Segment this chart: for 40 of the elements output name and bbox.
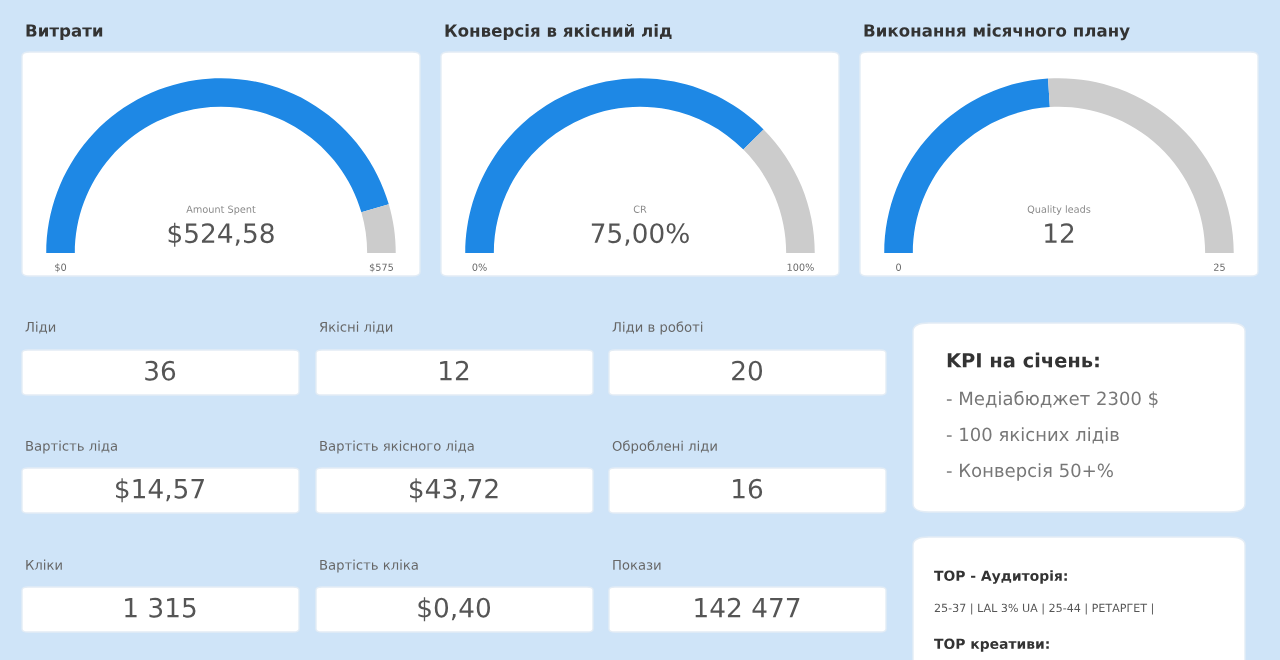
text: Вартість якісного ліда — [320, 440, 474, 454]
text: Ліди в роботі — [612, 321, 703, 335]
text: $43,72 — [410, 478, 498, 503]
chart-title: Виконання місячного плану — [864, 23, 1130, 41]
text: $524,58 — [168, 222, 274, 247]
text: 75,00% — [591, 223, 689, 246]
text: 36 — [145, 360, 176, 381]
text: KPI на січень: — [947, 352, 1099, 368]
chart-title: Конверсія в якісний лід — [445, 23, 672, 41]
text: Amount Spent — [186, 205, 256, 215]
text: 25-37 | LAL 3% UA | 25-44 | РЕТАРГЕТ | — [934, 603, 1153, 615]
text: 142 477 — [695, 597, 800, 618]
text: - Конверсія 50+% — [946, 463, 1113, 481]
text: Ліди — [25, 321, 56, 334]
text: 0 — [896, 263, 901, 271]
text: 20 — [732, 360, 763, 381]
text: - 100 якісних лідів — [946, 427, 1119, 444]
text: 100% — [787, 263, 814, 271]
text: $0 — [55, 263, 67, 273]
text: TOP креативи: — [934, 638, 1049, 652]
text: Вартість ліда — [26, 440, 117, 454]
chart-title: Витрати — [26, 24, 103, 41]
text: Оброблені ліди — [612, 440, 717, 454]
text: - Медіабюджет 2300 $ — [946, 390, 1158, 408]
text: Вартість кліка — [320, 559, 418, 573]
text: 12 — [1045, 223, 1074, 243]
text: 12 — [440, 360, 469, 381]
text: 1 315 — [125, 597, 196, 618]
text: TOP - Аудиторія: — [934, 570, 1067, 584]
text: 16 — [733, 478, 763, 499]
text: $14,57 — [116, 478, 204, 503]
text: Покази — [613, 560, 661, 570]
text: $575 — [369, 263, 393, 273]
text: Quality leads — [1027, 205, 1091, 215]
text: 0% — [472, 263, 487, 271]
text: Кліки — [26, 559, 62, 570]
text: $0,40 — [418, 597, 491, 622]
text: Якісні ліди — [319, 321, 393, 334]
text: CR — [633, 205, 647, 213]
text: 25 — [1213, 263, 1225, 271]
